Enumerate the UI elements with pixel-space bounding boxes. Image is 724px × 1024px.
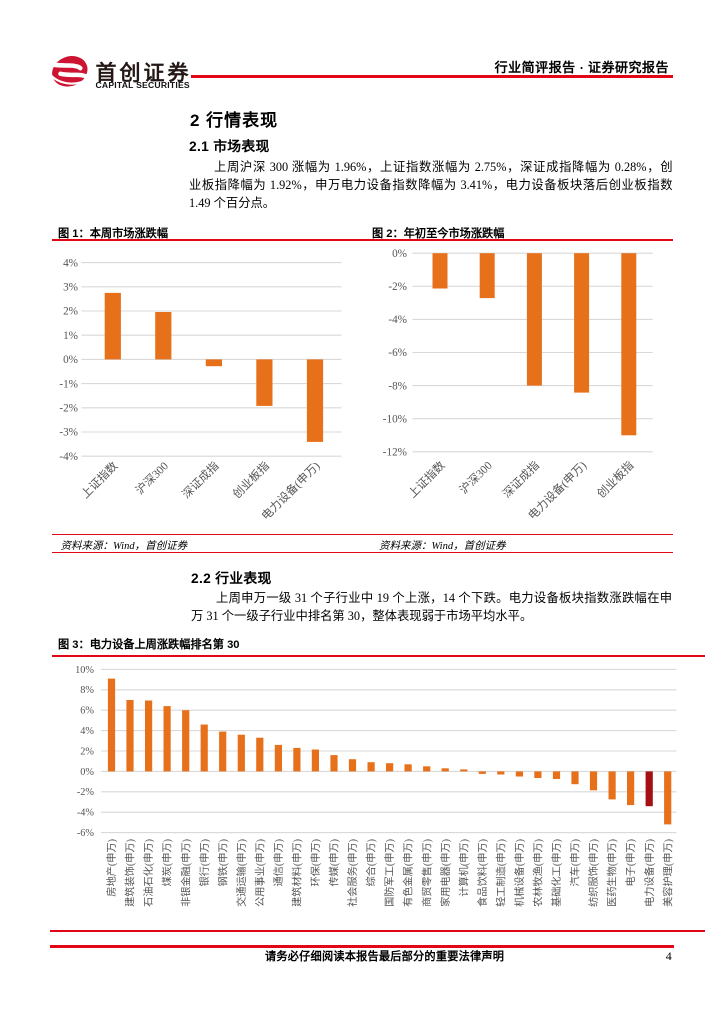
svg-text:10%: 10% [75, 665, 94, 676]
svg-text:-2%: -2% [59, 403, 78, 415]
svg-text:2%: 2% [63, 306, 78, 318]
svg-text:建筑材料(申万): 建筑材料(申万) [291, 839, 304, 907]
svg-text:环保(申万): 环保(申万) [309, 839, 322, 887]
svg-text:非银金融(申万): 非银金融(申万) [179, 839, 192, 907]
svg-text:家用电器(申万): 家用电器(申万) [439, 839, 452, 907]
svg-text:汽车(申万): 汽车(申万) [569, 839, 582, 887]
svg-text:钢铁(申万): 钢铁(申万) [216, 839, 229, 887]
svg-text:食品饮料(申万): 食品饮料(申万) [476, 839, 489, 907]
svg-text:电力设备(申万): 电力设备(申万) [643, 839, 656, 907]
svg-text:美容护理(申万): 美容护理(申万) [661, 839, 674, 907]
svg-text:0%: 0% [63, 354, 78, 366]
svg-text:-6%: -6% [388, 347, 407, 359]
svg-text:4%: 4% [63, 257, 78, 269]
svg-text:综合(申万): 综合(申万) [365, 839, 378, 887]
svg-text:0%: 0% [80, 767, 94, 778]
svg-text:-4%: -4% [77, 808, 95, 819]
svg-text:-8%: -8% [388, 380, 407, 392]
svg-text:石油石化(申万): 石油石化(申万) [142, 839, 155, 907]
svg-text:传媒(申万): 传媒(申万) [328, 839, 341, 887]
svg-text:交通运输(申万): 交通运输(申万) [235, 839, 248, 907]
svg-text:银行(申万): 银行(申万) [198, 839, 211, 887]
svg-text:创业板指: 创业板指 [594, 458, 636, 500]
svg-text:医药生物(申万): 医药生物(申万) [606, 839, 619, 907]
svg-text:-2%: -2% [388, 281, 407, 293]
svg-text:创业板指: 创业板指 [230, 459, 272, 501]
svg-text:4%: 4% [80, 726, 94, 737]
svg-text:社会服务(申万): 社会服务(申万) [346, 839, 359, 907]
svg-text:深证成指: 深证成指 [500, 458, 542, 500]
svg-text:-4%: -4% [59, 451, 78, 463]
svg-text:8%: 8% [80, 685, 94, 696]
svg-text:机械设备(申万): 机械设备(申万) [513, 839, 526, 907]
svg-text:通信(申万): 通信(申万) [272, 839, 285, 887]
svg-text:上证指数: 上证指数 [405, 458, 448, 501]
svg-text:沪深300: 沪深300 [133, 459, 172, 498]
svg-text:煤炭(申万): 煤炭(申万) [161, 839, 174, 887]
svg-text:建筑装饰(申万): 建筑装饰(申万) [124, 839, 137, 907]
svg-text:6%: 6% [80, 706, 94, 717]
svg-text:农林牧渔(申万): 农林牧渔(申万) [532, 839, 545, 907]
svg-text:上证指数: 上证指数 [78, 458, 121, 501]
svg-text:有色金属(申万): 有色金属(申万) [402, 839, 415, 907]
svg-text:1%: 1% [63, 330, 78, 342]
svg-text:国防军工(申万): 国防军工(申万) [383, 839, 396, 907]
svg-text:-12%: -12% [383, 447, 407, 459]
svg-text:纺织服饰(申万): 纺织服饰(申万) [587, 839, 600, 907]
svg-text:-6%: -6% [77, 828, 95, 839]
svg-text:0%: 0% [392, 248, 407, 260]
svg-text:基础化工(申万): 基础化工(申万) [550, 839, 563, 907]
svg-text:房地产(申万): 房地产(申万) [105, 839, 118, 897]
svg-text:-10%: -10% [383, 413, 407, 425]
svg-text:-4%: -4% [388, 314, 407, 326]
svg-text:计算机(申万): 计算机(申万) [457, 839, 470, 897]
svg-text:公用事业(申万): 公用事业(申万) [253, 839, 266, 907]
svg-text:3%: 3% [63, 282, 78, 294]
svg-text:2%: 2% [80, 746, 94, 757]
svg-text:深证成指: 深证成指 [179, 459, 221, 501]
svg-text:-3%: -3% [59, 427, 78, 439]
svg-text:轻工制造(申万): 轻工制造(申万) [494, 839, 507, 907]
svg-text:-1%: -1% [59, 378, 78, 390]
svg-text:电子(申万): 电子(申万) [624, 839, 637, 887]
svg-text:-2%: -2% [77, 787, 95, 798]
svg-text:商贸零售(申万): 商贸零售(申万) [420, 839, 433, 907]
svg-text:沪深300: 沪深300 [456, 458, 495, 497]
